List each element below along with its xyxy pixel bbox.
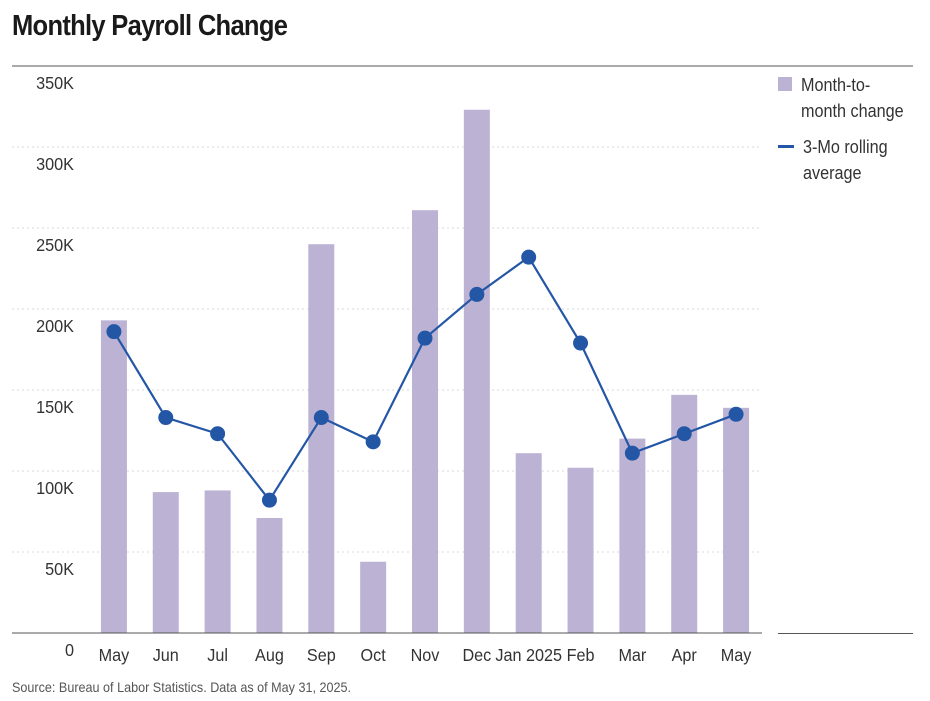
y-tick-label: 50K	[45, 559, 74, 579]
x-tick-label: Feb	[567, 645, 595, 665]
line-point	[417, 330, 433, 346]
x-tick-label: Sep	[307, 645, 336, 665]
line-point	[521, 249, 537, 265]
x-tick-label: Mar	[618, 645, 646, 665]
legend-item-line[interactable]: 3-Mo rolling average	[778, 134, 923, 186]
bar	[360, 561, 387, 633]
x-tick-label: May	[99, 645, 130, 665]
y-tick-label: 350K	[36, 73, 74, 93]
line-point	[728, 406, 744, 422]
bar	[412, 210, 438, 633]
y-tick-label: 300K	[36, 154, 74, 174]
legend-line-label: 3-Mo rolling average	[803, 137, 888, 183]
bar-swatch-icon	[778, 77, 792, 91]
chart-title: Monthly Payroll Change	[12, 10, 288, 42]
bar	[463, 109, 490, 634]
y-tick-label: 200K	[36, 316, 74, 336]
y-tick-label: 0	[65, 640, 74, 660]
x-tick-label: Dec	[462, 645, 491, 665]
x-tick-label: Apr	[672, 645, 697, 665]
bar	[515, 453, 542, 633]
x-tick-label: Nov	[411, 645, 440, 665]
line-point	[261, 492, 277, 508]
source-note: Source: Bureau of Labor Statistics. Data…	[12, 679, 351, 695]
bar	[152, 492, 179, 633]
y-tick-label: 100K	[36, 478, 74, 498]
line-point	[624, 445, 640, 461]
bar	[204, 490, 231, 633]
y-tick-label: 250K	[36, 235, 74, 255]
legend: Month-to-month change 3-Mo rolling avera…	[778, 72, 923, 196]
x-tick-label: Oct	[361, 645, 386, 665]
line-point	[158, 410, 174, 426]
bar	[256, 517, 283, 633]
x-tick-label: Aug	[255, 645, 284, 665]
line-point	[210, 426, 226, 442]
bar	[723, 407, 750, 633]
x-tick-label: Jul	[207, 645, 228, 665]
legend-baseline	[778, 633, 913, 634]
bar	[100, 320, 127, 633]
line-point	[106, 324, 122, 340]
line-point	[469, 286, 485, 302]
x-tick-label: Jun	[153, 645, 179, 665]
line-point	[313, 410, 329, 426]
line-point	[676, 426, 692, 442]
x-tick-label: Jan 2025	[495, 645, 562, 665]
bar	[619, 438, 646, 633]
legend-bar-label: Month-to-month change	[801, 75, 904, 121]
line-swatch-icon	[778, 145, 794, 148]
legend-item-bar[interactable]: Month-to-month change	[778, 72, 923, 124]
y-tick-label: 150K	[36, 397, 74, 417]
bar	[567, 467, 594, 633]
line-point	[365, 434, 381, 450]
x-tick-label: May	[721, 645, 752, 665]
bar	[308, 244, 335, 633]
line-point	[573, 335, 589, 351]
